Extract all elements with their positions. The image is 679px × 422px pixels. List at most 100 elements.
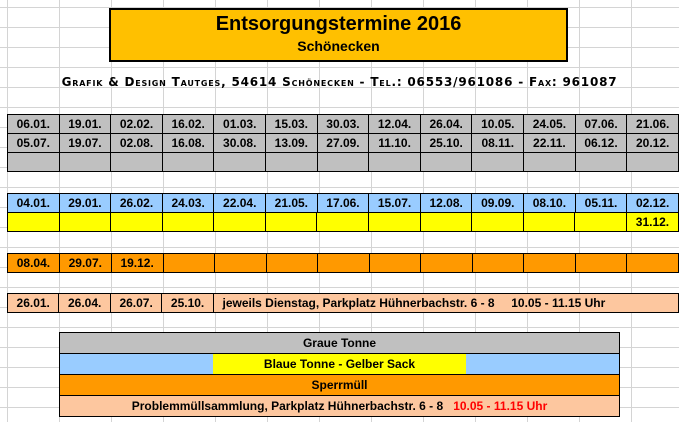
date-cell: 09.09.	[471, 193, 525, 213]
date-cell: 08.10.	[523, 193, 576, 213]
empty-cell	[110, 212, 163, 232]
legend-sperrmuell: Sperrmüll	[59, 374, 620, 396]
empty-cell	[110, 152, 163, 172]
empty-cell	[213, 212, 266, 232]
date-cell: 29.07.	[58, 253, 112, 273]
date-cell: 16.02.	[161, 114, 215, 134]
empty-cell	[368, 152, 421, 172]
date-cell: 08.04.	[7, 253, 60, 273]
date-cell: 02.02.	[110, 114, 163, 134]
empty-cell	[58, 152, 112, 172]
date-cell: 05.07.	[7, 133, 60, 153]
empty-cell	[162, 253, 216, 273]
empty-cell	[7, 212, 60, 232]
date-cell: 29.01.	[58, 193, 112, 213]
date-cell: 21.06.	[626, 114, 679, 134]
title-banner: Entsorgungstermine 2016 Schönecken	[109, 8, 568, 62]
legend-problemmuell: Problemmüllsammlung, Parkplatz Hühnerbac…	[59, 395, 620, 417]
date-cell: 19.01.	[58, 114, 112, 134]
empty-cell	[316, 212, 370, 232]
date-cell: 10.05.	[471, 114, 525, 134]
table-row	[7, 152, 679, 172]
date-cell: 16.08.	[161, 133, 215, 153]
empty-cell	[7, 152, 60, 172]
empty-cell	[420, 253, 473, 273]
empty-cell	[213, 152, 267, 172]
empty-cell	[523, 152, 576, 172]
credit-line: Grafik & Design Tautges, 54614 Schönecke…	[61, 75, 618, 89]
date-cell: 31.12.	[625, 212, 679, 232]
empty-cell	[419, 152, 473, 172]
legend-yellow-box: Blaue Tonne - Gelber Sack	[213, 354, 466, 374]
legend-problem-text: Problemmüllsammlung, Parkplatz Hühnerbac…	[131, 399, 444, 413]
empty-cell	[419, 212, 473, 232]
date-cell: 26.01.	[6, 293, 60, 313]
table-row: 26.01. 26.04. 26.07. 25.10. jeweils Dien…	[6, 293, 679, 313]
date-cell: 22.11.	[523, 133, 576, 153]
problemmuell-note: jeweils Dienstag, Parkplatz Hühnerbachst…	[212, 293, 679, 313]
date-cell: 07.06.	[574, 114, 628, 134]
date-cell: 24.03.	[161, 193, 215, 213]
date-cell: 26.04.	[58, 293, 111, 313]
date-cell: 08.11.	[471, 133, 525, 153]
empty-cell	[626, 253, 679, 273]
date-cell: 26.07.	[109, 293, 163, 313]
date-cell: 12.04.	[368, 114, 421, 134]
date-cell: 26.02.	[110, 193, 163, 213]
legend-row: Graue Tonne	[59, 332, 620, 354]
date-cell: 02.12.	[626, 193, 679, 213]
gelber-sack-table: 31.12.	[7, 212, 679, 232]
date-cell: 26.04.	[419, 114, 473, 134]
date-cell: 02.08.	[110, 133, 163, 153]
date-cell: 17.06.	[316, 193, 370, 213]
empty-cell	[368, 212, 421, 232]
date-cell: 30.08.	[213, 133, 267, 153]
empty-cell	[161, 212, 215, 232]
legend-row: Sperrmüll	[59, 374, 620, 396]
empty-cell	[626, 152, 679, 172]
date-cell: 30.03.	[316, 114, 370, 134]
empty-cell	[574, 212, 627, 232]
date-cell: 15.07.	[368, 193, 421, 213]
empty-cell	[522, 212, 576, 232]
graue-tonne-table: 06.01. 19.01. 02.02. 16.02. 01.03. 15.03…	[7, 114, 679, 172]
table-row: 05.07. 19.07. 02.08. 16.08. 30.08. 13.09…	[7, 133, 679, 153]
date-cell: 13.09.	[265, 133, 318, 153]
sperrmuell-table: 08.04. 29.07. 19.12.	[7, 253, 679, 273]
legend-blaue-gelb: Blaue Tonne - Gelber Sack	[59, 353, 620, 375]
date-cell: 19.07.	[58, 133, 112, 153]
legend-table: Graue Tonne Blaue Tonne - Gelber Sack Sp…	[59, 332, 620, 417]
table-row: 04.01. 29.01. 26.02. 24.03. 22.04. 21.05…	[7, 193, 679, 213]
date-cell: 22.04.	[213, 193, 267, 213]
date-cell: 25.10.	[161, 293, 214, 313]
empty-cell	[523, 253, 576, 273]
empty-cell	[574, 152, 628, 172]
date-cell: 21.05.	[265, 193, 318, 213]
page-title: Entsorgungstermine 2016	[215, 13, 462, 35]
legend-problem-time: 10.05 - 11.15 Uhr	[453, 399, 548, 413]
empty-cell	[58, 212, 112, 232]
date-cell: 01.03.	[213, 114, 267, 134]
empty-cell	[265, 152, 318, 172]
date-cell: 24.05.	[523, 114, 576, 134]
table-row: 06.01. 19.01. 02.02. 16.02. 01.03. 15.03…	[7, 114, 679, 134]
problemmuell-table: 26.01. 26.04. 26.07. 25.10. jeweils Dien…	[6, 293, 679, 313]
legend-graue-tonne: Graue Tonne	[59, 332, 620, 354]
empty-cell	[317, 253, 370, 273]
note-time: 10.05 - 11.15 Uhr	[511, 296, 606, 310]
date-cell: 19.12.	[110, 253, 164, 273]
empty-cell	[574, 253, 628, 273]
table-row: 31.12.	[7, 212, 679, 232]
empty-cell	[471, 152, 525, 172]
date-cell: 15.03.	[265, 114, 318, 134]
legend-row: Blaue Tonne - Gelber Sack	[59, 353, 620, 375]
date-cell: 27.09.	[316, 133, 370, 153]
date-cell: 06.01.	[7, 114, 60, 134]
empty-cell	[471, 253, 525, 273]
date-cell: 25.10.	[419, 133, 473, 153]
date-cell: 20.12.	[626, 133, 679, 153]
date-cell: 04.01.	[7, 193, 60, 213]
note-text: jeweils Dienstag, Parkplatz Hühnerbachst…	[222, 296, 495, 310]
empty-cell	[471, 212, 524, 232]
date-cell: 11.10.	[368, 133, 421, 153]
